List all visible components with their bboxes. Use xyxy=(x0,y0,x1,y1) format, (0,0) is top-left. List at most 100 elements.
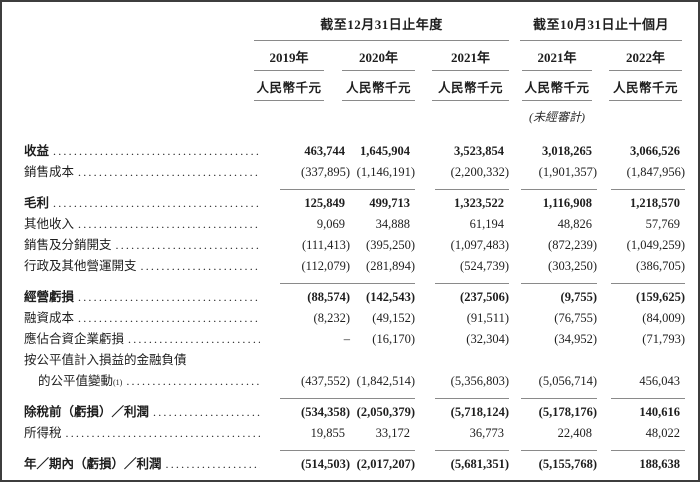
value-cell: (32,304) xyxy=(466,332,509,346)
rule-line xyxy=(611,283,685,284)
value-cell: (514,503) xyxy=(301,457,350,471)
rule-line xyxy=(435,283,509,284)
value-cell: (16,170) xyxy=(372,332,415,346)
rule-line xyxy=(280,283,350,284)
column-divider-rules xyxy=(24,277,698,287)
value-cell: 9,069 xyxy=(316,217,345,231)
value-cell: (1,901,357) xyxy=(538,165,597,179)
col-header-year-2022: 2022年 xyxy=(609,47,682,71)
rule-line xyxy=(280,450,350,451)
value-cell: (534,358) xyxy=(301,405,350,419)
value-cell: 499,713 xyxy=(369,196,410,210)
table-row: 收益 463,744 1,645,904 3,523,854 3,018,265 3,06… xyxy=(24,141,698,162)
value-cell: (337,895) xyxy=(301,165,350,179)
value-cell: 22,408 xyxy=(557,426,592,440)
table-row: 年／期內（虧損）／利潤 (514,503) (2,017,207) (5,681,35… xyxy=(24,454,698,475)
dot-leader xyxy=(128,329,260,350)
dot-leader xyxy=(78,287,260,308)
col-unit-label: 人民幣千元 xyxy=(342,77,415,101)
value-cell: – xyxy=(343,332,350,346)
rule-line xyxy=(611,398,685,399)
value-cell: (1,097,483) xyxy=(450,238,509,252)
table-row: 所得稅 19,855 33,172 36,773 22,408 48,022 xyxy=(24,423,698,444)
table-row: 銷售及分銷開支 (111,413) (395,250) (1,097,483) (872… xyxy=(24,235,698,256)
rule-line xyxy=(521,283,597,284)
value-cell: (84,009) xyxy=(642,311,685,325)
value-cell: (303,250) xyxy=(548,259,597,273)
rule-line xyxy=(435,398,509,399)
value-cell: (34,952) xyxy=(554,332,597,346)
row-label-cell: 應佔合資企業虧損 xyxy=(24,329,260,350)
table-row: 其他收入 9,069 34,888 61,194 48,826 57,769 xyxy=(24,214,698,235)
row-label-cell: 行政及其他營運開支 xyxy=(24,256,260,277)
column-divider-rules xyxy=(24,183,698,193)
rule-line xyxy=(435,189,509,190)
table-header-groups: 截至12月31日止年度 截至10月31日止十個月 xyxy=(24,2,698,41)
value-cell: (237,506) xyxy=(460,290,509,304)
rule-line xyxy=(521,450,597,451)
value-cell: 3,018,265 xyxy=(542,144,592,158)
value-cell: (1,146,191) xyxy=(356,165,415,179)
value-cell: (5,178,176) xyxy=(538,405,597,419)
row-label: 收益 xyxy=(24,144,50,158)
rule-line xyxy=(350,283,415,284)
rule-line xyxy=(280,398,350,399)
dot-leader xyxy=(53,193,260,214)
row-label: 行政及其他營運開支 xyxy=(24,259,137,273)
row-label-cell: 除稅前（虧損）／利潤 xyxy=(24,402,260,423)
value-cell: 36,773 xyxy=(469,426,504,440)
col-header-year-2020: 2020年 xyxy=(342,47,415,71)
value-cell: (91,511) xyxy=(466,311,509,325)
value-cell: (1,049,259) xyxy=(626,238,685,252)
row-label: 所得稅 xyxy=(24,426,62,440)
col-header-year-2021-10m: 2021年 xyxy=(522,47,592,71)
rule-line xyxy=(350,189,415,190)
unaudited-note: (未經審計) xyxy=(529,110,585,124)
value-cell: (1,847,956) xyxy=(626,165,685,179)
value-cell: 3,523,854 xyxy=(454,144,504,158)
value-cell: (524,739) xyxy=(460,259,509,273)
row-label-cell: 收益 xyxy=(24,141,260,162)
table-row: 經營虧損 (88,574) (142,543) (237,506) (9,755) (15… xyxy=(24,287,698,308)
dot-leader xyxy=(78,308,260,329)
table-row: 毛利 125,849 499,713 1,323,522 1,116,908 1,218,… xyxy=(24,193,698,214)
rule-line xyxy=(435,450,509,451)
rule-line xyxy=(611,450,685,451)
col-unit-label: 人民幣千元 xyxy=(522,77,592,101)
dot-leader xyxy=(116,235,260,256)
dot-leader xyxy=(78,214,260,235)
value-cell: (2,050,379) xyxy=(356,405,415,419)
row-label: 毛利 xyxy=(24,196,50,210)
value-cell: (1,842,514) xyxy=(356,374,415,388)
col-unit-label: 人民幣千元 xyxy=(254,77,324,101)
value-cell: (5,155,768) xyxy=(538,457,597,471)
value-cell: 456,043 xyxy=(639,374,680,388)
value-cell: (5,681,351) xyxy=(450,457,509,471)
value-cell: 48,826 xyxy=(557,217,592,231)
row-label: 銷售及分銷開支 xyxy=(24,238,112,252)
value-cell: (5,056,714) xyxy=(538,374,597,388)
dot-leader xyxy=(53,141,260,162)
row-label-cell: 按公平值計入損益的金融負債 的公平值變動 (1) xyxy=(24,350,260,392)
value-cell: 3,066,526 xyxy=(630,144,680,158)
row-label: 按公平值計入損益的金融負債 xyxy=(24,353,187,367)
value-cell: 48,022 xyxy=(645,426,680,440)
dot-leader xyxy=(66,423,260,444)
table-body: 收益 463,744 1,645,904 3,523,854 3,018,265 3,06… xyxy=(24,141,698,475)
value-cell: (111,413) xyxy=(301,238,350,252)
value-cell: (437,552) xyxy=(301,374,350,388)
table-row: 除稅前（虧損）／利潤 (534,358) (2,050,379) (5,718,124… xyxy=(24,402,698,423)
table-row: 行政及其他營運開支 (112,079) (281,894) (524,739) (303… xyxy=(24,256,698,277)
row-label-cell: 銷售及分銷開支 xyxy=(24,235,260,256)
value-cell: (5,356,803) xyxy=(450,374,509,388)
row-label-cell: 經營虧損 xyxy=(24,287,260,308)
value-cell: 34,888 xyxy=(375,217,410,231)
row-label-cell: 銷售成本 xyxy=(24,162,260,183)
value-cell: 463,744 xyxy=(304,144,345,158)
value-cell: (112,079) xyxy=(301,259,351,273)
value-cell: (2,017,207) xyxy=(356,457,415,471)
rule-line xyxy=(350,398,415,399)
period-group-ten-months: 截至10月31日止十個月 xyxy=(520,14,682,41)
table-header-years: 2019年 2020年 2021年 2021年 2022年 xyxy=(24,47,698,71)
row-label-cell: 其他收入 xyxy=(24,214,260,235)
